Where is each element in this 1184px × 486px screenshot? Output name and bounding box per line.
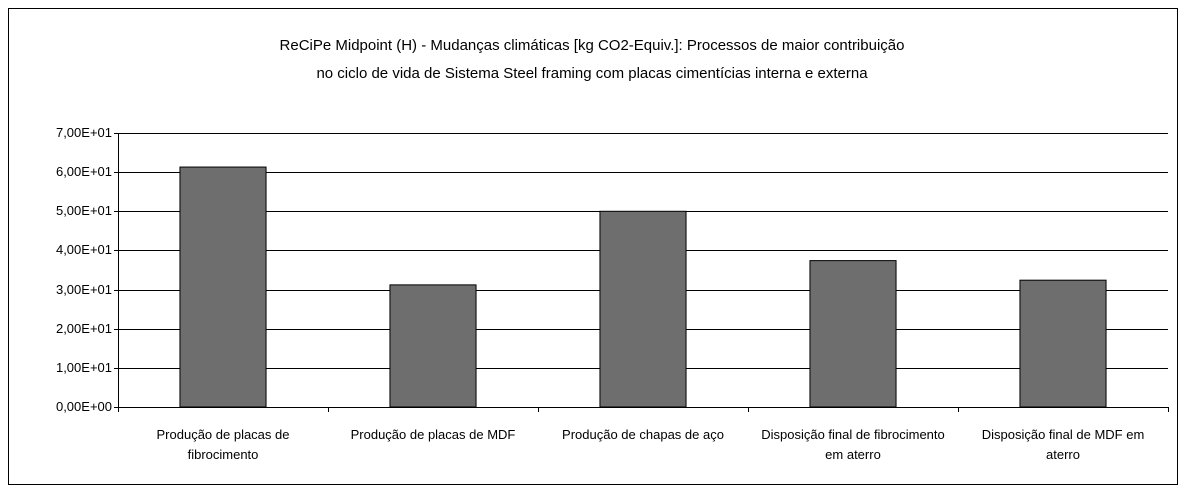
y-tick-label: 5,00E+01 <box>56 203 112 218</box>
bar <box>389 284 477 408</box>
bar <box>1019 279 1107 408</box>
y-tick-label: 4,00E+01 <box>56 242 112 257</box>
y-tick-label: 1,00E+01 <box>56 360 112 375</box>
x-tick-label: Produção de placas de fibrocimento <box>157 427 290 462</box>
y-tick-label: 3,00E+01 <box>56 282 112 297</box>
x-tick-label: Produção de placas de MDF <box>351 427 516 442</box>
y-tick-label: 7,00E+01 <box>56 125 112 140</box>
bar <box>599 210 687 408</box>
chart-title: ReCiPe Midpoint (H) - Mudanças climática… <box>280 37 905 54</box>
bar <box>809 260 897 408</box>
y-tick-label: 6,00E+01 <box>56 164 112 179</box>
y-tick-label: 0,00E+00 <box>56 399 112 414</box>
x-tick-label: Disposição final de MDF em aterro <box>982 427 1145 462</box>
x-tick-label: Produção de chapas de aço <box>562 427 724 442</box>
bar <box>179 166 267 408</box>
y-tick-label: 2,00E+01 <box>56 321 112 336</box>
chart-title: no ciclo de vida de Sistema Steel framin… <box>316 65 868 82</box>
x-tick-label: Disposição final de fibrocimento em aterr… <box>761 427 945 462</box>
